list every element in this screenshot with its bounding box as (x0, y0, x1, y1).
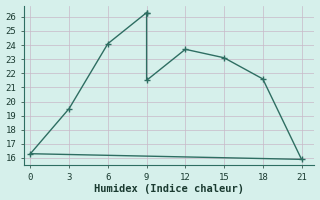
X-axis label: Humidex (Indice chaleur): Humidex (Indice chaleur) (94, 184, 244, 194)
